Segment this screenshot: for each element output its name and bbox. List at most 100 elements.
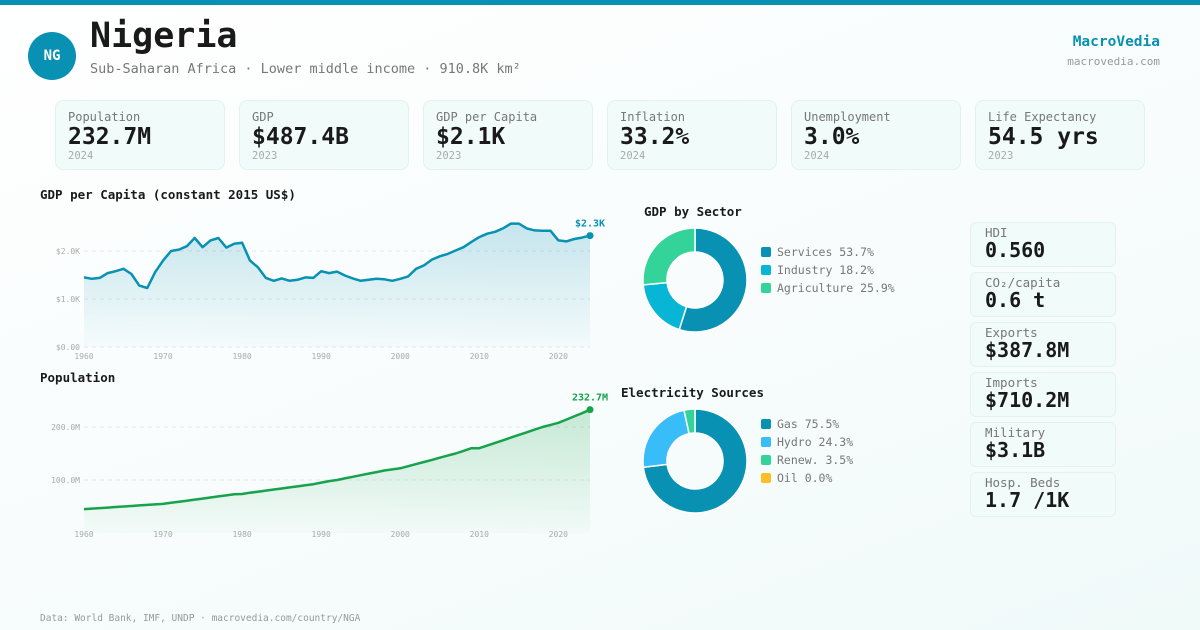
indicator-value: 1.7 /1K: [985, 488, 1070, 512]
area-fill: [84, 409, 590, 533]
indicator-card-imports: Imports $710.2M: [970, 372, 1116, 417]
stat-label: Inflation: [620, 110, 686, 124]
stat-card-unemployment: Unemployment 3.0% 2024: [791, 100, 961, 170]
indicator-value: 0.6 t: [985, 288, 1046, 312]
legend-item: Gas 75.5%: [761, 415, 853, 433]
legend-label: Hydro 24.3%: [777, 435, 854, 449]
x-tick-label: 1970: [153, 530, 172, 539]
page-title: Nigeria: [90, 16, 238, 56]
brand-logo[interactable]: MacroVedia: [1072, 34, 1160, 50]
gdp-per-capita-title: GDP per Capita (constant 2015 US$): [40, 187, 296, 202]
indicator-label: Hosp. Beds: [985, 475, 1061, 490]
stat-value: 3.0%: [804, 124, 860, 150]
gdp-sector-legend: Services 53.7% Industry 18.2% Agriculture …: [761, 243, 895, 297]
stat-label: Unemployment: [804, 110, 891, 124]
y-tick-label: 200.0M: [51, 423, 80, 432]
stat-card-gdp-per-capita: GDP per Capita $2.1K 2023: [423, 100, 593, 170]
stat-label: Population: [68, 110, 141, 124]
indicator-card-hdi: HDI 0.560: [970, 222, 1116, 267]
legend-label: Renew. 3.5%: [777, 453, 854, 467]
legend-swatch: [761, 247, 771, 257]
indicator-card-co-capita: CO₂/capita 0.6 t: [970, 272, 1116, 317]
indicator-card-hosp-beds: Hosp. Beds 1.7 /1K: [970, 472, 1116, 517]
indicator-label: HDI: [985, 225, 1008, 240]
x-tick-label: 1960: [74, 530, 93, 539]
donut-slice-hydro: [642, 409, 690, 469]
legend-item: Renew. 3.5%: [761, 451, 853, 469]
stat-year: 2023: [988, 150, 1014, 162]
legend-item: Hydro 24.3%: [761, 433, 853, 451]
x-tick-label: 1960: [74, 352, 93, 361]
x-tick-label: 1990: [312, 352, 331, 361]
stat-label: GDP: [252, 110, 274, 124]
legend-label: Industry 18.2%: [777, 263, 874, 277]
legend-swatch: [761, 265, 771, 275]
country-badge: NG: [28, 32, 76, 80]
series-line: [83, 408, 591, 511]
x-tick-label: 1980: [232, 352, 251, 361]
legend-swatch: [761, 473, 771, 483]
legend-swatch: [761, 455, 771, 465]
donut-slice-services: [678, 227, 748, 333]
end-value-label: 232.7M: [572, 393, 608, 404]
stat-value: 33.2%: [620, 124, 690, 150]
indicator-value: $3.1B: [985, 438, 1046, 462]
top-accent-bar: [0, 0, 1200, 5]
x-tick-label: 2010: [470, 352, 489, 361]
x-tick-label: 2010: [470, 530, 489, 539]
brand-url[interactable]: macrovedia.com: [1067, 55, 1160, 68]
x-tick-label: 1990: [312, 530, 331, 539]
stat-value: $2.1K: [436, 124, 506, 150]
end-value-label: $2.3K: [575, 219, 605, 230]
legend-swatch: [761, 437, 771, 447]
electricity-title: Electricity Sources: [621, 385, 764, 400]
gdp-sector-title: GDP by Sector: [644, 204, 742, 219]
indicator-label: Exports: [985, 325, 1038, 340]
donut-slice-gas: [642, 408, 748, 514]
x-tick-label: 2020: [549, 352, 568, 361]
y-tick-label: 100.0M: [51, 476, 80, 485]
indicator-label: Military: [985, 425, 1046, 440]
indicator-value: $710.2M: [985, 388, 1070, 412]
y-tick-label: $2.0K: [56, 247, 80, 256]
legend-swatch: [761, 419, 771, 429]
end-point: [586, 406, 594, 414]
x-tick-label: 2020: [549, 530, 568, 539]
stat-card-population: Population 232.7M 2024: [55, 100, 225, 170]
country-subtitle: Sub-Saharan Africa · Lower middle income…: [90, 61, 521, 77]
data-source-footer: Data: World Bank, IMF, UNDP · macrovedia…: [40, 613, 361, 624]
series-line: [83, 222, 591, 290]
legend-swatch: [761, 283, 771, 293]
stat-year: 2023: [252, 150, 278, 162]
x-tick-label: 2000: [391, 530, 410, 539]
legend-item: Agriculture 25.9%: [761, 279, 895, 297]
x-tick-label: 1970: [153, 352, 172, 361]
donut-slice-renew: [683, 408, 696, 435]
donut-slice-agriculture: [642, 227, 696, 286]
stat-label: Life Expectancy: [988, 110, 1097, 124]
donut-slice-industry: [642, 281, 688, 331]
x-tick-label: 2000: [391, 352, 410, 361]
area-fill: [84, 223, 590, 347]
stat-card-life-expectancy: Life Expectancy 54.5 yrs 2023: [975, 100, 1145, 170]
stat-value: $487.4B: [252, 124, 349, 150]
legend-label: Oil 0.0%: [777, 471, 833, 485]
y-tick-label: $0.00: [56, 343, 80, 352]
stat-year: 2023: [436, 150, 462, 162]
stat-label: GDP per Capita: [436, 110, 538, 124]
stat-year: 2024: [68, 150, 94, 162]
stat-value: 54.5 yrs: [988, 124, 1099, 150]
population-title: Population: [40, 370, 116, 385]
legend-item: Oil 0.0%: [761, 469, 853, 487]
legend-item: Industry 18.2%: [761, 261, 895, 279]
x-tick-label: 1980: [232, 530, 251, 539]
legend-label: Gas 75.5%: [777, 417, 840, 431]
stat-year: 2024: [620, 150, 646, 162]
indicator-label: CO₂/capita: [985, 275, 1061, 290]
indicator-card-exports: Exports $387.8M: [970, 322, 1116, 367]
indicator-card-military: Military $3.1B: [970, 422, 1116, 467]
y-tick-label: $1.0K: [56, 295, 80, 304]
stat-year: 2024: [804, 150, 830, 162]
legend-label: Services 53.7%: [777, 245, 874, 259]
